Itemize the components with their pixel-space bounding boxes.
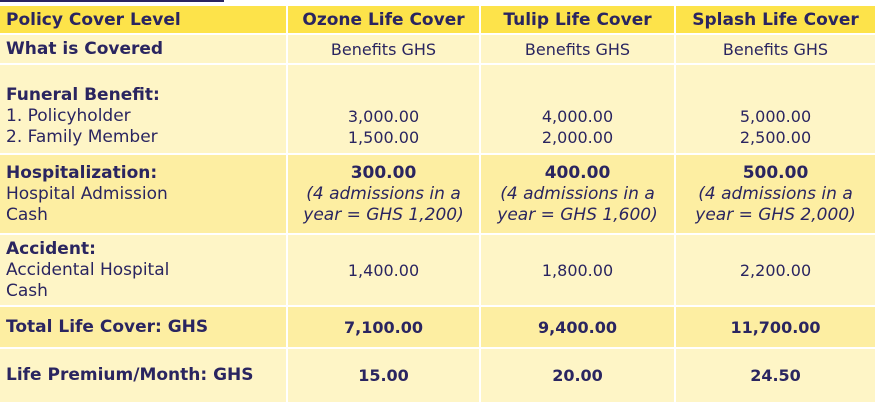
what-is-covered-label: What is Covered bbox=[0, 34, 288, 65]
funeral-benefit-row: Funeral Benefit: 1. Policyholder 2. Fami… bbox=[0, 64, 876, 155]
splash-plan-header: Splash Life Cover bbox=[675, 6, 876, 35]
tulip-premium: 20.00 bbox=[480, 348, 676, 404]
ozone-plan-header: Ozone Life Cover bbox=[287, 6, 481, 35]
splash-funeral-cell: 5,000.00 2,500.00 bbox=[675, 64, 876, 155]
funeral-policyholder-label: 1. Policyholder bbox=[6, 106, 131, 126]
splash-funeral-policyholder: 5,000.00 bbox=[739, 107, 812, 126]
ozone-hospitalization-amount: 300.00 bbox=[350, 162, 417, 183]
ozone-funeral-family: 1,500.00 bbox=[347, 128, 420, 147]
ozone-total-cover: 7,100.00 bbox=[287, 306, 481, 349]
header-row: Policy Cover Level Ozone Life Cover Tuli… bbox=[0, 6, 876, 35]
ozone-accident-value: 1,400.00 bbox=[287, 234, 481, 307]
ozone-premium: 15.00 bbox=[287, 348, 481, 404]
ozone-admissions-note-line2: year = GHS 1,200) bbox=[303, 204, 464, 225]
life-premium-row: Life Premium/Month: GHS 15.00 20.00 24.5… bbox=[0, 348, 876, 404]
tulip-total-cover: 9,400.00 bbox=[480, 306, 676, 349]
ozone-admissions-note-line1: (4 admissions in a bbox=[306, 183, 461, 204]
tulip-hospitalization-amount: 400.00 bbox=[544, 162, 611, 183]
accident-title: Accident: bbox=[6, 238, 96, 259]
top-rule bbox=[0, 0, 224, 2]
accidental-hospital-label: Accidental Hospital bbox=[6, 259, 170, 280]
tulip-funeral-policyholder: 4,000.00 bbox=[541, 107, 614, 126]
funeral-benefit-title: Funeral Benefit: bbox=[6, 85, 160, 105]
accident-cash-label: Cash bbox=[6, 280, 48, 301]
splash-premium: 24.50 bbox=[675, 348, 876, 404]
accident-cell: Accident: Accidental Hospital Cash bbox=[0, 234, 288, 307]
splash-hospitalization-cell: 500.00 (4 admissions in a year = GHS 2,0… bbox=[675, 154, 876, 235]
policy-cover-table: Policy Cover Level Ozone Life Cover Tuli… bbox=[0, 6, 876, 404]
splash-hospitalization-amount: 500.00 bbox=[742, 162, 809, 183]
splash-total-cover: 11,700.00 bbox=[675, 306, 876, 349]
tulip-hospitalization-cell: 400.00 (4 admissions in a year = GHS 1,6… bbox=[480, 154, 676, 235]
hospital-admission-label: Hospital Admission bbox=[6, 183, 168, 204]
tulip-admissions-note-line1: (4 admissions in a bbox=[500, 183, 655, 204]
hospitalization-row: Hospitalization: Hospital Admission Cash… bbox=[0, 154, 876, 235]
funeral-family-member-label: 2. Family Member bbox=[6, 127, 158, 147]
hospitalization-cell: Hospitalization: Hospital Admission Cash bbox=[0, 154, 288, 235]
splash-funeral-family: 2,500.00 bbox=[739, 128, 812, 147]
accident-row: Accident: Accidental Hospital Cash 1,400… bbox=[0, 234, 876, 307]
tulip-funeral-cell: 4,000.00 2,000.00 bbox=[480, 64, 676, 155]
funeral-benefit-cell: Funeral Benefit: 1. Policyholder 2. Fami… bbox=[0, 64, 288, 155]
ozone-hospitalization-cell: 300.00 (4 admissions in a year = GHS 1,2… bbox=[287, 154, 481, 235]
splash-benefits-label: Benefits GHS bbox=[675, 34, 876, 65]
splash-accident-value: 2,200.00 bbox=[675, 234, 876, 307]
hospital-cash-label: Cash bbox=[6, 204, 48, 225]
splash-admissions-note-line2: year = GHS 2,000) bbox=[695, 204, 856, 225]
what-is-covered-row: What is Covered Benefits GHS Benefits GH… bbox=[0, 34, 876, 65]
policy-cover-level-header: Policy Cover Level bbox=[0, 6, 288, 35]
tulip-benefits-label: Benefits GHS bbox=[480, 34, 676, 65]
ozone-funeral-cell: 3,000.00 1,500.00 bbox=[287, 64, 481, 155]
tulip-funeral-family: 2,000.00 bbox=[541, 128, 614, 147]
tulip-plan-header: Tulip Life Cover bbox=[480, 6, 676, 35]
hospitalization-title: Hospitalization: bbox=[6, 162, 158, 183]
tulip-accident-value: 1,800.00 bbox=[480, 234, 676, 307]
splash-admissions-note-line1: (4 admissions in a bbox=[698, 183, 853, 204]
ozone-funeral-policyholder: 3,000.00 bbox=[347, 107, 420, 126]
ozone-benefits-label: Benefits GHS bbox=[287, 34, 481, 65]
life-premium-label: Life Premium/Month: GHS bbox=[0, 348, 288, 404]
total-life-cover-row: Total Life Cover: GHS 7,100.00 9,400.00 … bbox=[0, 306, 876, 349]
tulip-admissions-note-line2: year = GHS 1,600) bbox=[497, 204, 658, 225]
total-life-cover-label: Total Life Cover: GHS bbox=[0, 306, 288, 349]
